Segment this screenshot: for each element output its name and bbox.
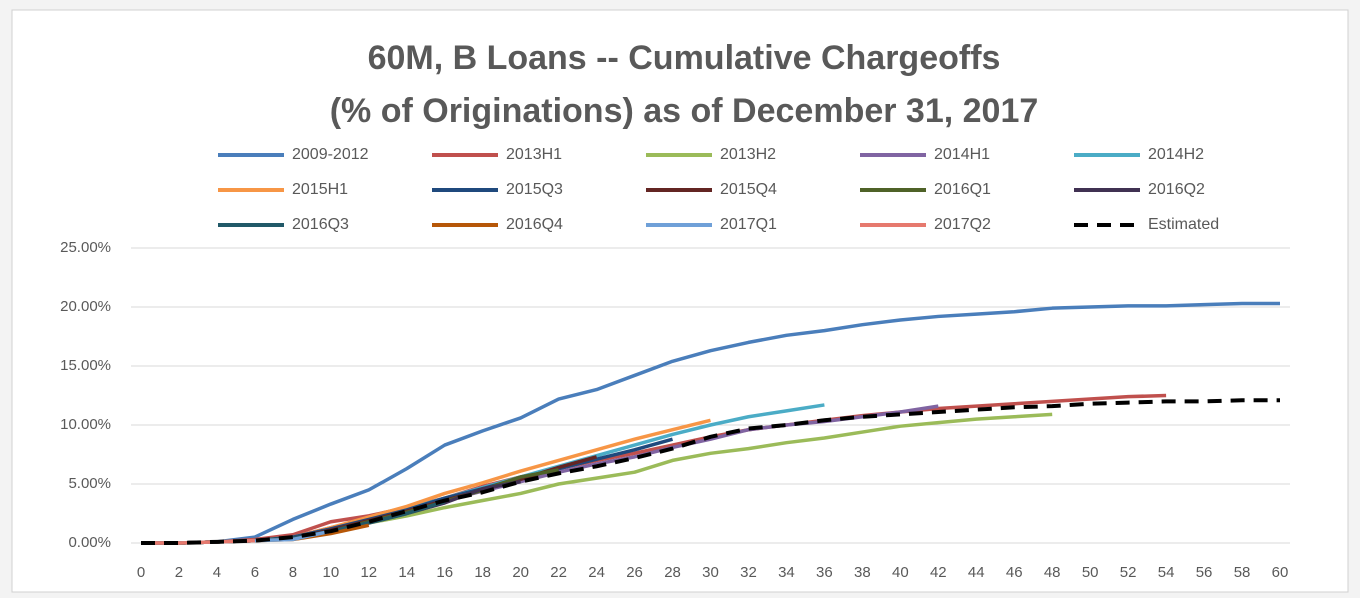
y-tick-label: 25.00%	[60, 239, 111, 256]
x-tick-label: 12	[360, 564, 377, 581]
series-line	[141, 301, 1280, 545]
x-tick-label: 26	[626, 564, 643, 581]
series-line	[141, 398, 1280, 545]
chart-title: (% of Originations) as of December 31, 2…	[330, 92, 1039, 130]
legend-label: Estimated	[1148, 216, 1219, 233]
x-tick-label: 60	[1272, 564, 1289, 581]
x-tick-label: 36	[816, 564, 833, 581]
legend-label: 2015H1	[292, 181, 348, 198]
x-tick-label: 6	[251, 564, 259, 581]
x-tick-label: 54	[1158, 564, 1175, 581]
x-tick-label: 58	[1234, 564, 1251, 581]
y-tick-label: 5.00%	[68, 475, 111, 492]
y-tick-label: 20.00%	[60, 298, 111, 315]
y-tick-label: 0.00%	[68, 534, 111, 551]
x-tick-label: 52	[1120, 564, 1137, 581]
legend-label: 2013H2	[720, 146, 776, 163]
legend-label: 2017Q2	[934, 216, 991, 233]
legend-label: 2017Q1	[720, 216, 777, 233]
x-tick-label: 8	[289, 564, 297, 581]
chart-title: 60M, B Loans -- Cumulative Chargeoffs	[368, 39, 1001, 77]
x-tick-label: 2	[175, 564, 183, 581]
x-tick-label: 10	[322, 564, 339, 581]
legend-label: 2014H1	[934, 146, 990, 163]
legend-label: 2016Q3	[292, 216, 349, 233]
legend-label: 2015Q3	[506, 181, 563, 198]
x-tick-label: 14	[398, 564, 415, 581]
x-tick-label: 20	[512, 564, 529, 581]
x-tick-label: 30	[702, 564, 719, 581]
legend-label: 2016Q4	[506, 216, 563, 233]
x-tick-label: 32	[740, 564, 757, 581]
x-tick-label: 4	[213, 564, 221, 581]
x-tick-label: 16	[436, 564, 453, 581]
x-tick-label: 22	[550, 564, 567, 581]
x-tick-label: 42	[930, 564, 947, 581]
chart-area	[11, 9, 1349, 593]
x-tick-label: 24	[588, 564, 605, 581]
x-tick-label: 0	[137, 564, 145, 581]
x-tick-label: 34	[778, 564, 795, 581]
x-tick-label: 28	[664, 564, 681, 581]
x-tick-label: 56	[1196, 564, 1213, 581]
y-tick-label: 15.00%	[60, 357, 111, 374]
x-tick-label: 46	[1006, 564, 1023, 581]
legend-label: 2016Q1	[934, 181, 991, 198]
legend-label: 2009-2012	[292, 146, 369, 163]
x-tick-label: 44	[968, 564, 985, 581]
legend-label: 2013H1	[506, 146, 562, 163]
y-tick-label: 10.00%	[60, 416, 111, 433]
x-tick-label: 48	[1044, 564, 1061, 581]
x-tick-label: 40	[892, 564, 909, 581]
legend-label: 2016Q2	[1148, 181, 1205, 198]
legend-label: 2014H2	[1148, 146, 1204, 163]
legend-label: 2015Q4	[720, 181, 777, 198]
series-line	[141, 393, 1167, 545]
x-tick-label: 18	[474, 564, 491, 581]
x-tick-label: 38	[854, 564, 871, 581]
x-tick-label: 50	[1082, 564, 1099, 581]
